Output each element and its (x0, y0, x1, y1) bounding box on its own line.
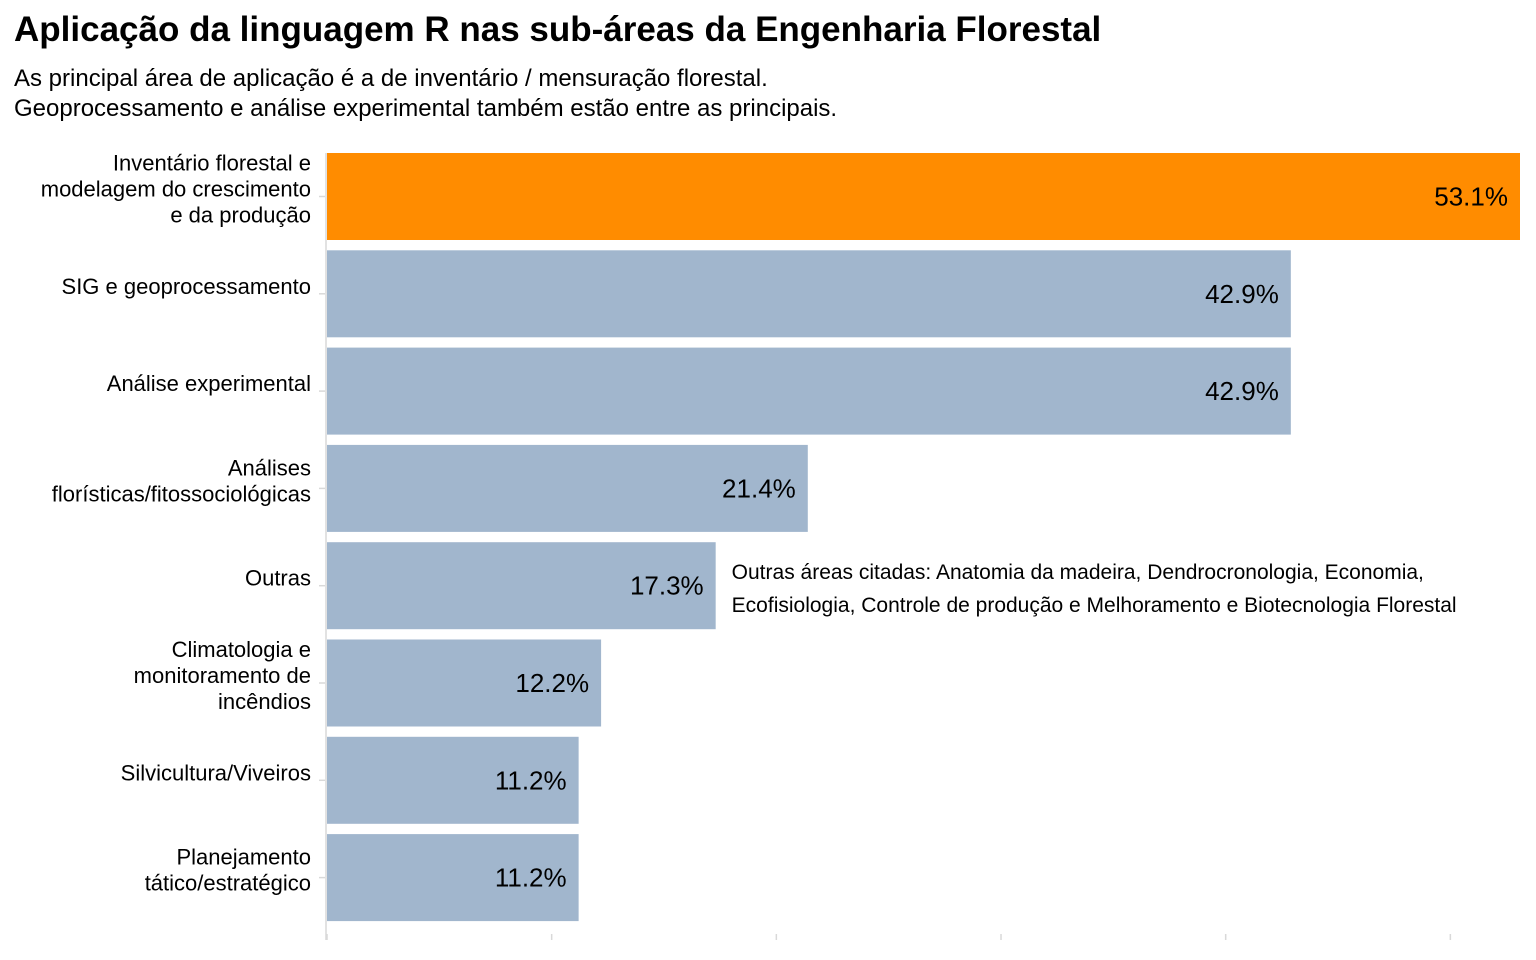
bar-6 (327, 736, 579, 824)
bar-5 (327, 639, 602, 727)
value-label-4: 17.3% (630, 571, 704, 601)
value-label-0: 53.1% (1434, 182, 1508, 212)
value-label-1: 42.9% (1205, 279, 1279, 309)
subtitle-line-2: Geoprocessamento e análise experimental … (14, 95, 838, 122)
category-label-line: tático/estratégico (145, 871, 311, 896)
category-label-5: Climatologia e monitoramento de incêndios (134, 637, 311, 714)
category-label-line: Climatologia e (172, 637, 311, 662)
category-label-2: Análise experimental (107, 371, 311, 396)
category-label-1: SIG e geoprocessamento (62, 274, 311, 299)
category-label-line: Inventário florestal e (113, 151, 311, 176)
bar-0 (327, 153, 1520, 240)
bar-1 (327, 250, 1291, 338)
subtitle-line-1: As principal área de aplicação é a de in… (14, 65, 768, 92)
bar-3 (327, 444, 808, 532)
value-label-7: 11.2% (495, 863, 567, 893)
value-label-6: 11.2% (495, 765, 567, 795)
chart-subtitle: As principal área de aplicação é a de in… (14, 64, 837, 124)
category-label-line: Outras (245, 566, 311, 591)
annotation-line-1: Outras áreas citadas: Anatomia da madeir… (732, 561, 1424, 584)
bar-7 (327, 834, 579, 922)
value-label-5: 12.2% (515, 668, 589, 698)
category-label-line: Planejamento (176, 845, 311, 870)
category-label-line: modelagem do crescimento (41, 177, 311, 202)
category-label-3: Análises florísticas/fitossociológicas (52, 455, 311, 506)
category-label-6: Silvicultura/Viveiros (121, 760, 311, 785)
category-label-line: Silvicultura/Viveiros (121, 760, 311, 785)
bar-4 (327, 542, 716, 630)
category-label-line: SIG e geoprocessamento (62, 274, 311, 299)
category-label-line: e da produção (170, 203, 311, 228)
category-label-line: incêndios (218, 689, 311, 714)
value-label-3: 21.4% (722, 473, 796, 503)
bar-2 (327, 347, 1291, 435)
category-label-line: florísticas/fitossociológicas (52, 481, 311, 506)
category-label-line: Análises (228, 455, 311, 480)
chart-title: Aplicação da linguagem R nas sub-áreas d… (14, 10, 1102, 49)
category-label-line: Análise experimental (107, 371, 311, 396)
value-label-2: 42.9% (1205, 376, 1279, 406)
category-label-4: Outras (245, 566, 311, 591)
annotation-line-2: Ecofisiologia, Controle de produção e Me… (732, 594, 1457, 617)
category-label-line: monitoramento de (134, 663, 311, 688)
category-label-0: Inventário florestal e modelagem do cresc… (41, 151, 311, 228)
category-label-7: Planejamento tático/estratégico (145, 845, 311, 896)
